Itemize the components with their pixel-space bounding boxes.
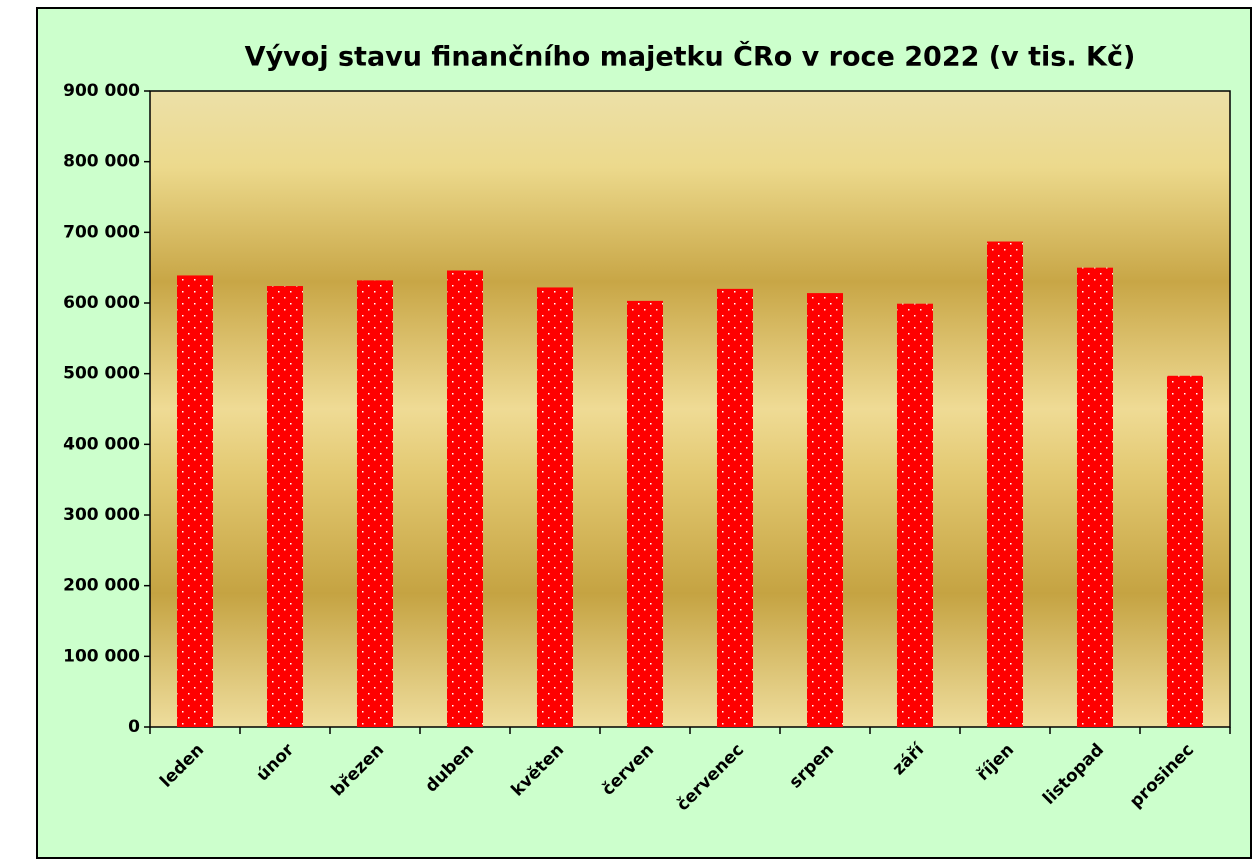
bar [807, 293, 843, 727]
y-tick-label: 0 [128, 717, 140, 737]
y-tick-label: 300 000 [63, 505, 140, 525]
chart-title: Vývoj stavu finančního majetku ČRo v roc… [245, 41, 1136, 73]
bar [447, 270, 483, 727]
bar [897, 303, 933, 727]
y-tick-label: 700 000 [63, 222, 140, 242]
y-tick-label: 800 000 [63, 152, 140, 172]
bar [987, 241, 1023, 727]
plot-area [149, 90, 1231, 728]
y-tick-label: 400 000 [63, 434, 140, 454]
y-tick-label: 600 000 [63, 293, 140, 313]
bar [177, 275, 213, 727]
bar [267, 286, 303, 727]
bar [537, 287, 573, 727]
bar [717, 288, 753, 727]
y-tick-label: 900 000 [63, 81, 140, 101]
y-tick-label: 100 000 [63, 646, 140, 666]
bar [1167, 375, 1203, 727]
bar [357, 280, 393, 727]
y-tick-label: 200 000 [63, 576, 140, 596]
bar [627, 300, 663, 727]
bar [1077, 267, 1113, 727]
y-tick-label: 500 000 [63, 364, 140, 384]
